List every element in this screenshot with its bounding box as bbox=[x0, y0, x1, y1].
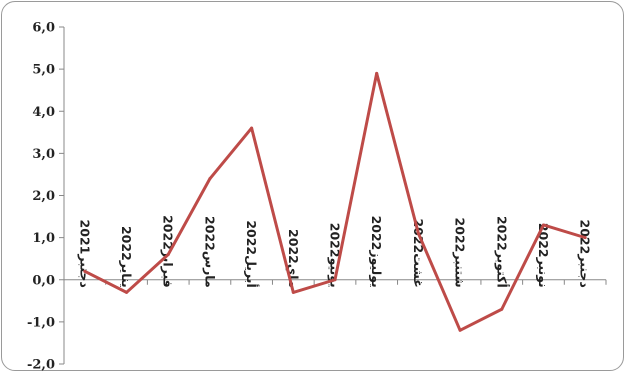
data-point bbox=[458, 328, 462, 332]
y-tick-label: 0,0 bbox=[32, 273, 55, 288]
x-tick-label: نونبر2022 bbox=[536, 223, 551, 288]
y-tick-label: -2,0 bbox=[27, 358, 55, 373]
axes bbox=[63, 27, 606, 364]
x-tick-label: يوليوز2022 bbox=[369, 216, 384, 288]
x-tick-label: دجنبر2021 bbox=[77, 220, 92, 288]
y-tick-label: 4,0 bbox=[32, 105, 55, 120]
data-point bbox=[166, 252, 170, 256]
data-point bbox=[500, 307, 504, 311]
x-tick-label: غشت2022 bbox=[411, 218, 426, 287]
data-point bbox=[125, 290, 129, 294]
y-tick-label: 1,0 bbox=[32, 231, 55, 246]
data-point bbox=[291, 290, 295, 294]
y-tick-label: 2,0 bbox=[32, 189, 55, 204]
x-tick-label: يناير2022 bbox=[119, 226, 134, 288]
x-tick-label: أبريل2022 bbox=[244, 220, 260, 287]
y-tick-label: -1,0 bbox=[27, 315, 55, 330]
x-tick-label: ماي2022 bbox=[286, 229, 301, 288]
x-tick-label: يونيو2022 bbox=[328, 223, 343, 288]
y-tick-label: 3,0 bbox=[32, 147, 55, 162]
y-tick-label: 6,0 bbox=[32, 21, 55, 36]
x-tick-label: أكتوبر2022 bbox=[494, 216, 510, 288]
data-point bbox=[583, 236, 587, 240]
series-line bbox=[83, 71, 587, 332]
data-point bbox=[208, 177, 212, 181]
data-point bbox=[333, 278, 337, 282]
x-tick-label: دجنبر2022 bbox=[578, 220, 593, 288]
data-point bbox=[250, 126, 254, 130]
data-point bbox=[83, 269, 87, 273]
data-point bbox=[375, 71, 379, 75]
y-tick-label: 5,0 bbox=[32, 63, 55, 78]
y-axis-ticks: -2,0 -1,0 0,0 1,0 2,0 3,0 4,0 5,0 6,0 bbox=[27, 21, 64, 373]
x-tick-label: شتنبر2022 bbox=[453, 218, 468, 288]
x-tick-label: مارس2022 bbox=[202, 216, 217, 288]
series-layer bbox=[83, 71, 587, 332]
data-point bbox=[541, 223, 545, 227]
data-point bbox=[416, 231, 420, 235]
